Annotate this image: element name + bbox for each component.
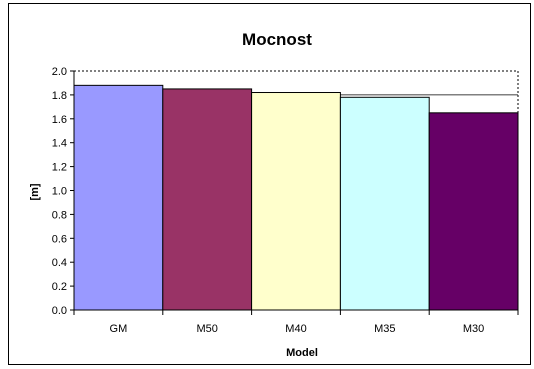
bar-chart: Mocnost 0.0 0.2 0.4 0.6 0.8 1.0 1.2 1.4 1.6 1.8 2.… — [29, 30, 519, 359]
y-tick-labels: 0.0 0.2 0.4 0.6 0.8 1.0 1.2 1.4 1.6 1.8 2.0 — [52, 66, 67, 317]
y-tick-label: 0.4 — [52, 257, 67, 269]
bar-gm — [73, 84, 164, 311]
bars — [73, 84, 519, 311]
y-tick-label: 1.2 — [52, 162, 67, 174]
axes — [70, 70, 519, 315]
x-tick-label: M30 — [463, 323, 484, 335]
x-tick-label: M35 — [374, 323, 395, 335]
y-tick-label: 1.8 — [52, 90, 67, 102]
y-tick-label: 1.6 — [52, 114, 67, 126]
x-tick-label: GM — [110, 323, 128, 335]
x-tick-label: M40 — [285, 323, 306, 335]
bar-m50 — [162, 88, 253, 311]
y-tick-label: 2.0 — [52, 66, 67, 78]
y-tick-label: 0.0 — [52, 305, 67, 317]
bar-m40 — [251, 92, 341, 311]
x-tick-labels: GM M50 M40 M35 M30 — [110, 323, 485, 335]
y-tick-label: 0.2 — [52, 281, 67, 293]
y-tick-label: 0.6 — [52, 233, 67, 245]
chart-title: Mocnost — [242, 30, 312, 49]
chart-frame: Mocnost 0.0 0.2 0.4 0.6 0.8 1.0 1.2 1.4 1.6 1.8 2.… — [8, 3, 531, 365]
x-tick-label: M50 — [196, 323, 217, 335]
y-tick-label: 1.4 — [52, 138, 67, 150]
y-tick-label: 1.0 — [52, 186, 67, 198]
y-axis-label: [m] — [29, 183, 41, 200]
bar-m30 — [428, 112, 519, 311]
x-axis-label: Model — [286, 347, 318, 359]
bar-m35 — [339, 96, 430, 311]
y-tick-label: 0.8 — [52, 209, 67, 221]
